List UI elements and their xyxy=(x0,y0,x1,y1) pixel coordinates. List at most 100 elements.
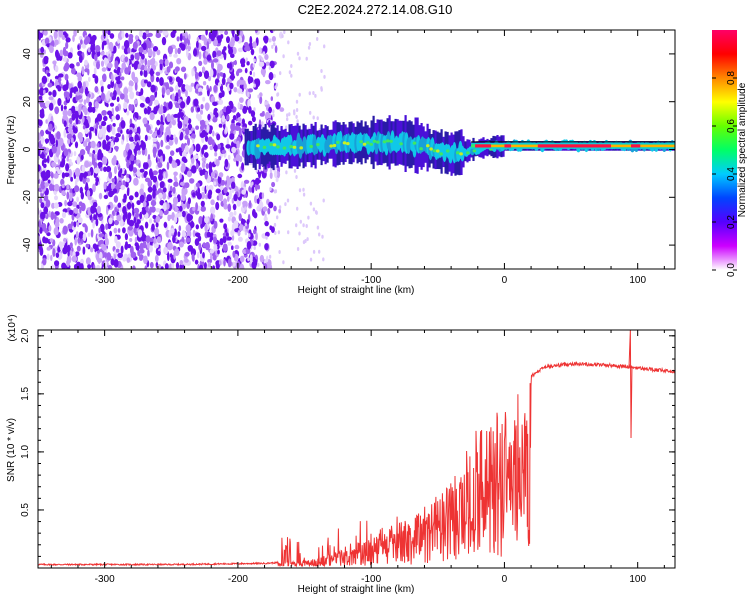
spectrogram-noise-cell xyxy=(178,225,182,232)
spectrogram-noise-cell xyxy=(50,211,55,221)
spectrogram-noise-cell xyxy=(272,113,275,118)
spectrogram-noise-cell xyxy=(102,139,107,148)
spectrogram-noise-cell xyxy=(125,181,129,188)
spectrogram-noise-cell xyxy=(45,199,51,208)
spectrogram-noise-cell xyxy=(296,206,299,211)
spectrogram-noise-cell xyxy=(186,48,189,58)
spectrogram-noise-cell xyxy=(150,200,157,207)
spectrogram-noise-cell xyxy=(252,208,256,218)
spectrogram-noise-cell xyxy=(167,241,173,251)
spectrogram-noise-cell xyxy=(252,41,257,49)
spectrogram-noise-cell xyxy=(155,76,160,83)
spectrogram-noise-cell xyxy=(221,77,226,86)
spectrogram-noise-cell xyxy=(302,223,305,228)
spectrogram-noise-cell xyxy=(215,159,220,167)
spectrogram-noise-cell xyxy=(115,105,120,112)
spectrogram-noise-cell xyxy=(153,243,159,249)
spectrogram-noise-cell xyxy=(149,68,154,77)
spectrogram-noise-cell xyxy=(95,103,99,109)
spectrogram-noise-cell xyxy=(114,60,119,69)
spectrogram-noise-cell xyxy=(322,198,325,203)
spectrogram-band-cell xyxy=(446,149,450,153)
spectrogram-noise-cell xyxy=(48,96,54,101)
spectrogram-noise-cell xyxy=(274,45,278,54)
spectrogram-noise-cell xyxy=(200,104,204,110)
spectrogram-noise-cell xyxy=(149,58,154,66)
spectrogram-noise-cell xyxy=(127,64,131,72)
spectrogram-noise-cell xyxy=(42,236,47,244)
spectrogram-noise-cell xyxy=(127,155,130,161)
spectrogram-noise-cell xyxy=(123,87,129,95)
spectrogram-noise-cell xyxy=(53,173,59,179)
spectrogram-noise-cell xyxy=(259,92,263,98)
spectrogram-noise-cell xyxy=(179,241,184,248)
spectrogram-noise-cell xyxy=(155,208,161,213)
spectrogram-noise-cell xyxy=(191,70,196,76)
spectrogram-noise-cell xyxy=(66,133,73,140)
spectrogram-noise-cell xyxy=(226,36,230,44)
spectrogram-noise-cell xyxy=(70,176,73,182)
spectrogram-noise-cell xyxy=(159,210,164,217)
spectrogram-noise-cell xyxy=(210,213,214,222)
spectrogram-noise-cell xyxy=(224,30,229,35)
spectrogram-noise-cell xyxy=(268,201,274,209)
spectrogram-noise-cell xyxy=(116,96,120,103)
spectrogram-noise-cell xyxy=(107,30,111,36)
spectrogram-noise-cell xyxy=(134,60,139,66)
spectrogram-noise-cell xyxy=(212,116,218,123)
spectrogram-noise-cell xyxy=(231,197,235,204)
spectrogram-noise-cell xyxy=(237,230,241,237)
spectrogram-noise-cell xyxy=(52,248,56,257)
spectrogram-noise-cell xyxy=(161,87,165,96)
spectrogram-noise-cell xyxy=(241,218,244,225)
spectrogram-noise-cell xyxy=(166,66,171,73)
spectrogram-noise-cell xyxy=(176,58,182,65)
spectrogram-noise-cell xyxy=(233,87,238,93)
spectrogram-noise-cell xyxy=(74,167,81,177)
spectrogram-noise-cell xyxy=(75,106,79,111)
spectrogram-noise-cell xyxy=(45,119,48,124)
spectrogram-noise-cell xyxy=(175,102,180,109)
spectrogram-noise-cell xyxy=(251,185,255,194)
spectrogram-noise-cell xyxy=(253,229,256,235)
spectrogram-noise-cell xyxy=(117,75,121,81)
spectrogram-noise-cell xyxy=(237,173,243,179)
spectrogram-noise-cell xyxy=(180,101,186,109)
colorbar-ticks: 0.0 0.2 0.4 0.6 0.8 xyxy=(712,71,737,277)
snr-plot-area xyxy=(38,330,675,568)
spectrogram-noise-cell xyxy=(204,223,208,233)
spectrogram-noise-cell xyxy=(252,63,255,68)
spectrogram-noise-cell xyxy=(253,83,256,88)
spectrogram-noise-cell xyxy=(173,200,177,208)
spectrogram-noise-cell xyxy=(84,36,91,44)
spectrogram-noise-cell xyxy=(66,184,70,190)
spectrogram-noise-cell xyxy=(106,103,109,108)
spectrogram-noise-cell xyxy=(88,130,92,140)
spectrogram-noise-cell xyxy=(322,257,325,262)
spectrogram-noise-cell xyxy=(205,241,210,251)
spectrogram-noise-cell xyxy=(173,175,177,181)
snr-panel: -300 -200 -100 0 100 0.5 1.0 1.5 2.0 Height of s… xyxy=(6,314,676,595)
spectrogram-noise-cell xyxy=(134,148,137,157)
spectrogram-noise-cell xyxy=(195,125,200,130)
spectrogram-noise-cell xyxy=(61,157,66,167)
spectrogram-noise-cell xyxy=(296,119,299,124)
spectrogram-noise-cell xyxy=(184,258,189,263)
spectrogram-noise-cell xyxy=(200,200,205,207)
spectrogram-noise-cell xyxy=(239,30,244,37)
spectrogram-noise-cell xyxy=(156,236,162,244)
spectrogram-noise-cell xyxy=(222,243,228,252)
spectrogram-noise-cell xyxy=(61,262,67,269)
spectrogram-noise-cell xyxy=(76,204,80,209)
spectrogram-noise-cell xyxy=(154,99,159,106)
spectrogram-noise-cell xyxy=(133,76,139,85)
spectrogram-noise-cell xyxy=(139,211,143,220)
spectrogram-noise-cell xyxy=(290,73,293,78)
spectrogram-noise-cell xyxy=(258,242,261,247)
spectrogram-noise-cell xyxy=(274,231,277,235)
spectrogram-noise-cell xyxy=(132,167,138,174)
spectrogram-noise-cell xyxy=(205,120,209,126)
spectrogram-carrier-core xyxy=(491,144,505,148)
spectrogram-noise-cell xyxy=(206,84,209,91)
spectrogram-noise-cell xyxy=(148,218,153,224)
